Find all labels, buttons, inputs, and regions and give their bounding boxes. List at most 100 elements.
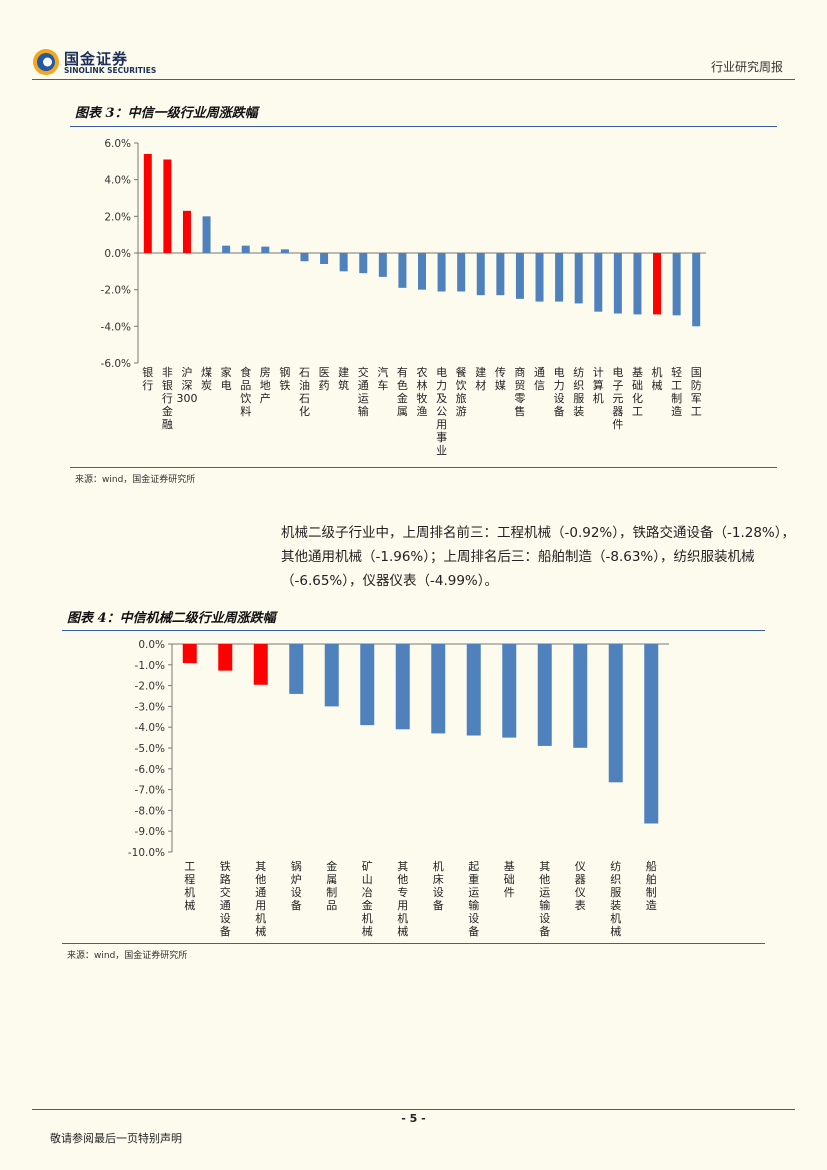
fig3-bar [457, 253, 466, 292]
fig4-x-label: 铁路交通设备 [220, 860, 231, 938]
fig4-x-label: 船舶制造 [646, 859, 657, 912]
fig3-bar [418, 253, 426, 290]
fig3-y-tick-label: 0.0% [104, 248, 131, 260]
fig3-x-label: 传媒 [495, 366, 506, 392]
fig3-x-label: 计算机 [593, 366, 604, 405]
fig4-x-label: 金属制品 [326, 859, 337, 912]
fig4-y-tick-label: -8.0% [135, 805, 165, 817]
fig4-y-tick-label: -5.0% [135, 743, 165, 755]
fig4-x-label: 其他通用机械 [255, 860, 266, 938]
fig3-bar [378, 253, 387, 277]
fig3-bar [163, 159, 172, 253]
fig4-x-label: 其他运输设备 [539, 860, 550, 938]
report-type: 行业研究周报 [710, 60, 783, 74]
fig3-x-label: 家电 [221, 365, 232, 392]
figure3-title: 图表 3：中信一级行业周涨跌幅 [75, 106, 258, 121]
fig3-bar [143, 154, 152, 253]
fig3-x-label: 有色金属 [397, 365, 408, 418]
fig3-x-label: 食品饮料 [240, 365, 251, 418]
fig4-x-label: 矿山冶金机械 [362, 860, 373, 938]
fig3-bar [692, 253, 701, 327]
fig3-x-label: 基础化工 [632, 366, 643, 418]
fig3-bar [241, 245, 250, 253]
fig4-bar [608, 644, 623, 783]
fig3-bar [515, 253, 524, 299]
fig3-bar [300, 253, 309, 262]
fig3-x-label: 石油石化 [299, 366, 310, 418]
fig3-x-label: 电子元器件 [612, 366, 623, 431]
fig3-x-label: 银行 [142, 365, 153, 392]
fig4-x-label: 起重运输设备 [468, 860, 479, 938]
fig3-x-label: 钢铁 [279, 366, 290, 392]
fig4-x-label: 锅炉设备 [291, 860, 302, 912]
fig3-x-label: 电力及公用事业 [436, 366, 447, 457]
figure3-top-rule [70, 126, 777, 127]
fig3-bar [574, 253, 583, 304]
fig4-y-tick-label: -2.0% [135, 681, 165, 693]
fig4-bar [253, 644, 268, 685]
fig4-x-label: 仪器仪表 [575, 860, 586, 912]
fig3-bar [182, 210, 191, 253]
fig4-bar [395, 644, 410, 730]
fig3-x-label: 农林牧渔 [417, 365, 428, 418]
fig3-bar [594, 253, 603, 312]
fig3-bar [653, 253, 662, 315]
fig3-x-label: 非银行金融 [162, 366, 173, 431]
company-logo-icon [33, 49, 59, 75]
fig3-bar [202, 216, 211, 253]
fig3-x-label: 商贸零售 [514, 365, 525, 418]
body-paragraph: 机械二级子行业中，上周排名前三：工程机械（-0.92%），铁路交通设备（-1.2… [281, 525, 796, 589]
fig3-y-tick-label: -6.0% [101, 358, 131, 370]
figure4-chart: 0.0% -1.0% -2.0% -3.0% -4.0% -5.0% -6.0% -7.0% -… [128, 639, 669, 938]
header-rule [32, 79, 795, 80]
footer-rule [32, 1109, 795, 1110]
fig3-y-tick-label: -4.0% [101, 321, 131, 333]
fig4-bar [644, 644, 659, 824]
fig3-x-label: 轻工制造 [671, 365, 682, 418]
fig3-bar [280, 249, 289, 253]
fig4-bar [360, 644, 375, 726]
fig4-y-tick-label: 0.0% [138, 639, 165, 651]
fig4-bar [182, 644, 197, 664]
fig3-y-tick-label: 6.0% [104, 138, 131, 150]
figure4-bottom-rule [62, 943, 765, 944]
fig3-x-label: 汽车 [377, 365, 388, 392]
fig3-bar [476, 253, 485, 296]
figure4-title: 图表 4：中信机械二级行业周涨跌幅 [67, 611, 276, 626]
fig3-bar [222, 245, 231, 253]
fig3-x-label: 通信 [534, 366, 545, 392]
fig3-bar [672, 253, 681, 316]
company-name-en: SINOLINK SECURITIES [64, 66, 157, 75]
fig3-x-label: 房地产 [260, 366, 271, 405]
figure3-source: 来源：wind，国金证券研究所 [75, 475, 196, 485]
fig4-y-tick-label: -9.0% [135, 826, 165, 838]
fig3-bar [496, 253, 505, 296]
fig3-bar [555, 253, 564, 302]
fig3-x-label: 餐饮旅游 [456, 365, 467, 418]
fig3-x-label: 建材 [475, 365, 486, 392]
fig3-x-label: 电力设备 [554, 366, 565, 418]
fig4-bar [573, 644, 588, 748]
fig4-y-tick-label: -1.0% [135, 660, 165, 672]
company-name-cn: 国金证券 [64, 50, 129, 68]
fig4-bar [431, 644, 446, 734]
fig4-x-label: 其他专用机械 [397, 860, 408, 938]
fig3-bar [320, 253, 329, 264]
figure3-chart: 6.0% 4.0% 2.0% 0.0% -2.0% -4.0% -6.0% 银行非银行金融沪深… [101, 138, 706, 457]
fig3-x-label: 机械 [652, 365, 663, 392]
fig4-y-tick-label: -7.0% [135, 785, 165, 797]
fig4-bar [537, 644, 552, 746]
fig3-bar [359, 253, 368, 274]
fig4-y-tick-label: -10.0% [128, 847, 165, 859]
fig3-x-label: 纺织服装 [573, 365, 584, 418]
figure4-top-rule [62, 630, 765, 631]
fig3-bar [613, 253, 622, 314]
fig3-bar [261, 246, 270, 253]
fig4-bar [289, 644, 304, 694]
fig4-bar [324, 644, 339, 707]
figure4-source: 来源：wind，国金证券研究所 [67, 951, 188, 961]
fig3-bar [339, 253, 348, 272]
fig3-y-tick-label: 2.0% [104, 211, 131, 223]
fig3-x-label: 交通运输 [358, 365, 369, 418]
fig4-y-tick-label: -3.0% [135, 701, 165, 713]
